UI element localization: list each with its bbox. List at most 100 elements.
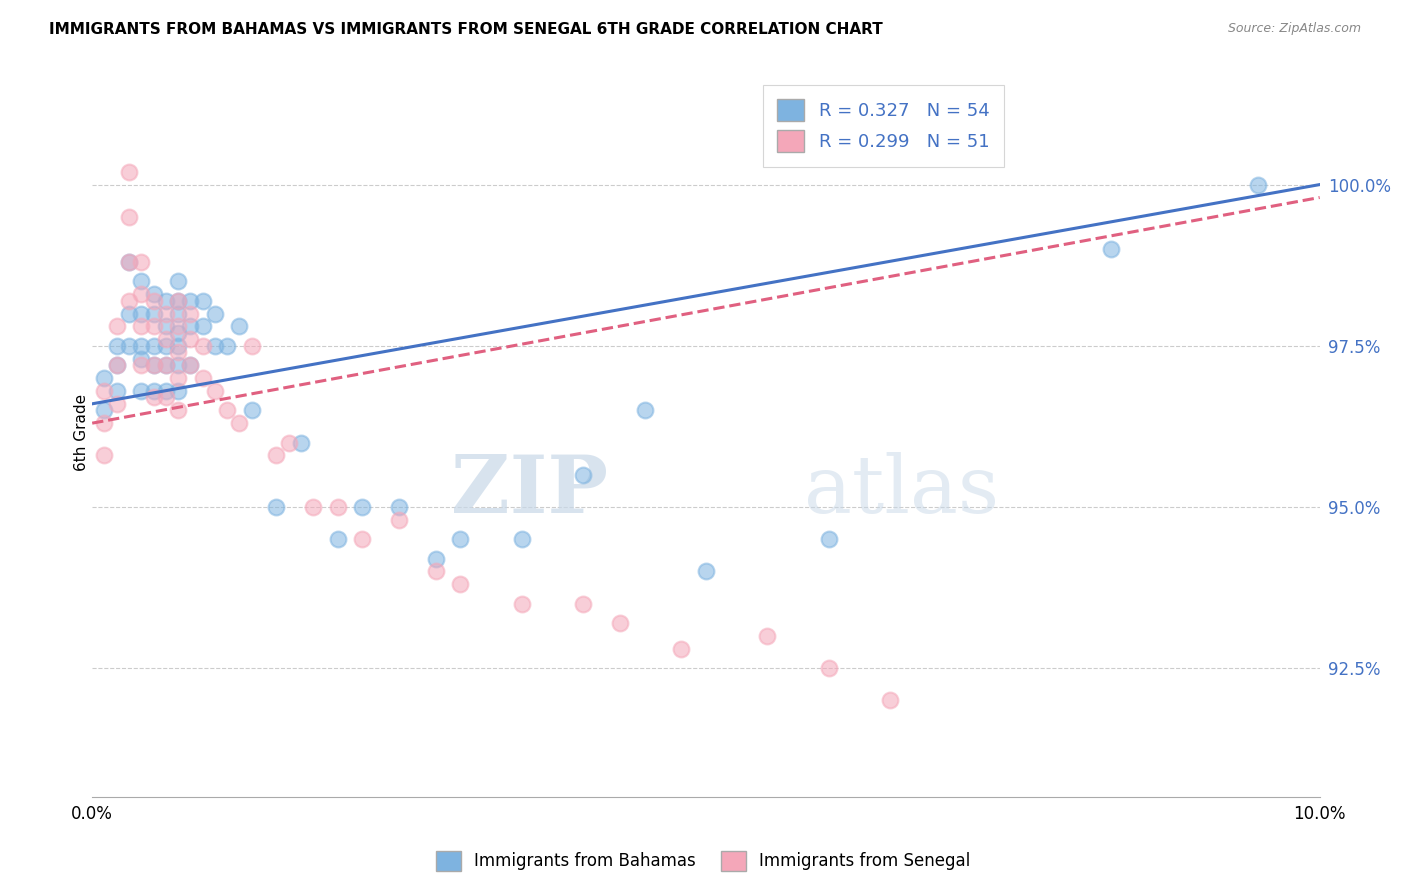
Point	[167, 358, 190, 372]
Point	[129, 287, 152, 301]
Point	[167, 293, 190, 308]
Point	[425, 551, 447, 566]
Point	[155, 293, 177, 308]
Point	[167, 319, 190, 334]
Point	[179, 332, 201, 346]
Point	[572, 467, 595, 482]
Point	[266, 449, 288, 463]
Point	[142, 293, 165, 308]
Point	[93, 449, 115, 463]
Point	[155, 319, 177, 334]
Text: atlas: atlas	[804, 452, 1000, 530]
Point	[510, 597, 533, 611]
Point	[129, 384, 152, 398]
Point	[179, 358, 201, 372]
Point	[879, 693, 901, 707]
Point	[118, 339, 141, 353]
Point	[155, 332, 177, 346]
Text: IMMIGRANTS FROM BAHAMAS VS IMMIGRANTS FROM SENEGAL 6TH GRADE CORRELATION CHART: IMMIGRANTS FROM BAHAMAS VS IMMIGRANTS FR…	[49, 22, 883, 37]
Point	[326, 533, 349, 547]
Point	[93, 371, 115, 385]
Point	[352, 500, 374, 514]
Point	[1247, 178, 1270, 192]
Point	[105, 339, 128, 353]
Point	[449, 577, 471, 591]
Point	[277, 435, 299, 450]
Point	[93, 403, 115, 417]
Y-axis label: 6th Grade: 6th Grade	[73, 394, 89, 471]
Point	[155, 384, 177, 398]
Point	[191, 293, 214, 308]
Point	[155, 339, 177, 353]
Point	[118, 293, 141, 308]
Point	[609, 615, 631, 630]
Point	[118, 255, 141, 269]
Point	[167, 307, 190, 321]
Point	[228, 416, 250, 430]
Point	[93, 416, 115, 430]
Point	[817, 661, 839, 675]
Point	[756, 629, 779, 643]
Point	[129, 255, 152, 269]
Point	[93, 384, 115, 398]
Legend: Immigrants from Bahamas, Immigrants from Senegal: Immigrants from Bahamas, Immigrants from…	[427, 842, 979, 880]
Point	[105, 358, 128, 372]
Point	[167, 371, 190, 385]
Point	[204, 339, 226, 353]
Point	[167, 274, 190, 288]
Point	[105, 319, 128, 334]
Point	[217, 403, 239, 417]
Point	[142, 319, 165, 334]
Point	[572, 597, 595, 611]
Point	[191, 371, 214, 385]
Point	[449, 533, 471, 547]
Text: Source: ZipAtlas.com: Source: ZipAtlas.com	[1227, 22, 1361, 36]
Point	[302, 500, 325, 514]
Point	[142, 339, 165, 353]
Point	[155, 390, 177, 404]
Point	[129, 351, 152, 366]
Point	[352, 533, 374, 547]
Point	[142, 307, 165, 321]
Point	[191, 319, 214, 334]
Point	[388, 500, 411, 514]
Point	[266, 500, 288, 514]
Point	[129, 319, 152, 334]
Point	[118, 255, 141, 269]
Point	[179, 319, 201, 334]
Legend: R = 0.327   N = 54, R = 0.299   N = 51: R = 0.327 N = 54, R = 0.299 N = 51	[762, 85, 1004, 167]
Point	[817, 533, 839, 547]
Point	[129, 274, 152, 288]
Point	[142, 358, 165, 372]
Point	[1099, 242, 1122, 256]
Point	[388, 513, 411, 527]
Point	[129, 339, 152, 353]
Point	[155, 358, 177, 372]
Point	[290, 435, 312, 450]
Point	[695, 565, 717, 579]
Point	[633, 403, 655, 417]
Point	[179, 358, 201, 372]
Point	[179, 293, 201, 308]
Point	[142, 384, 165, 398]
Point	[105, 358, 128, 372]
Point	[671, 641, 693, 656]
Point	[167, 345, 190, 359]
Point	[129, 358, 152, 372]
Point	[118, 210, 141, 224]
Point	[142, 390, 165, 404]
Point	[510, 533, 533, 547]
Point	[228, 319, 250, 334]
Point	[204, 307, 226, 321]
Point	[179, 307, 201, 321]
Point	[155, 307, 177, 321]
Point	[142, 287, 165, 301]
Point	[167, 403, 190, 417]
Point	[240, 403, 263, 417]
Point	[167, 326, 190, 340]
Point	[204, 384, 226, 398]
Point	[425, 565, 447, 579]
Point	[129, 307, 152, 321]
Point	[105, 397, 128, 411]
Point	[326, 500, 349, 514]
